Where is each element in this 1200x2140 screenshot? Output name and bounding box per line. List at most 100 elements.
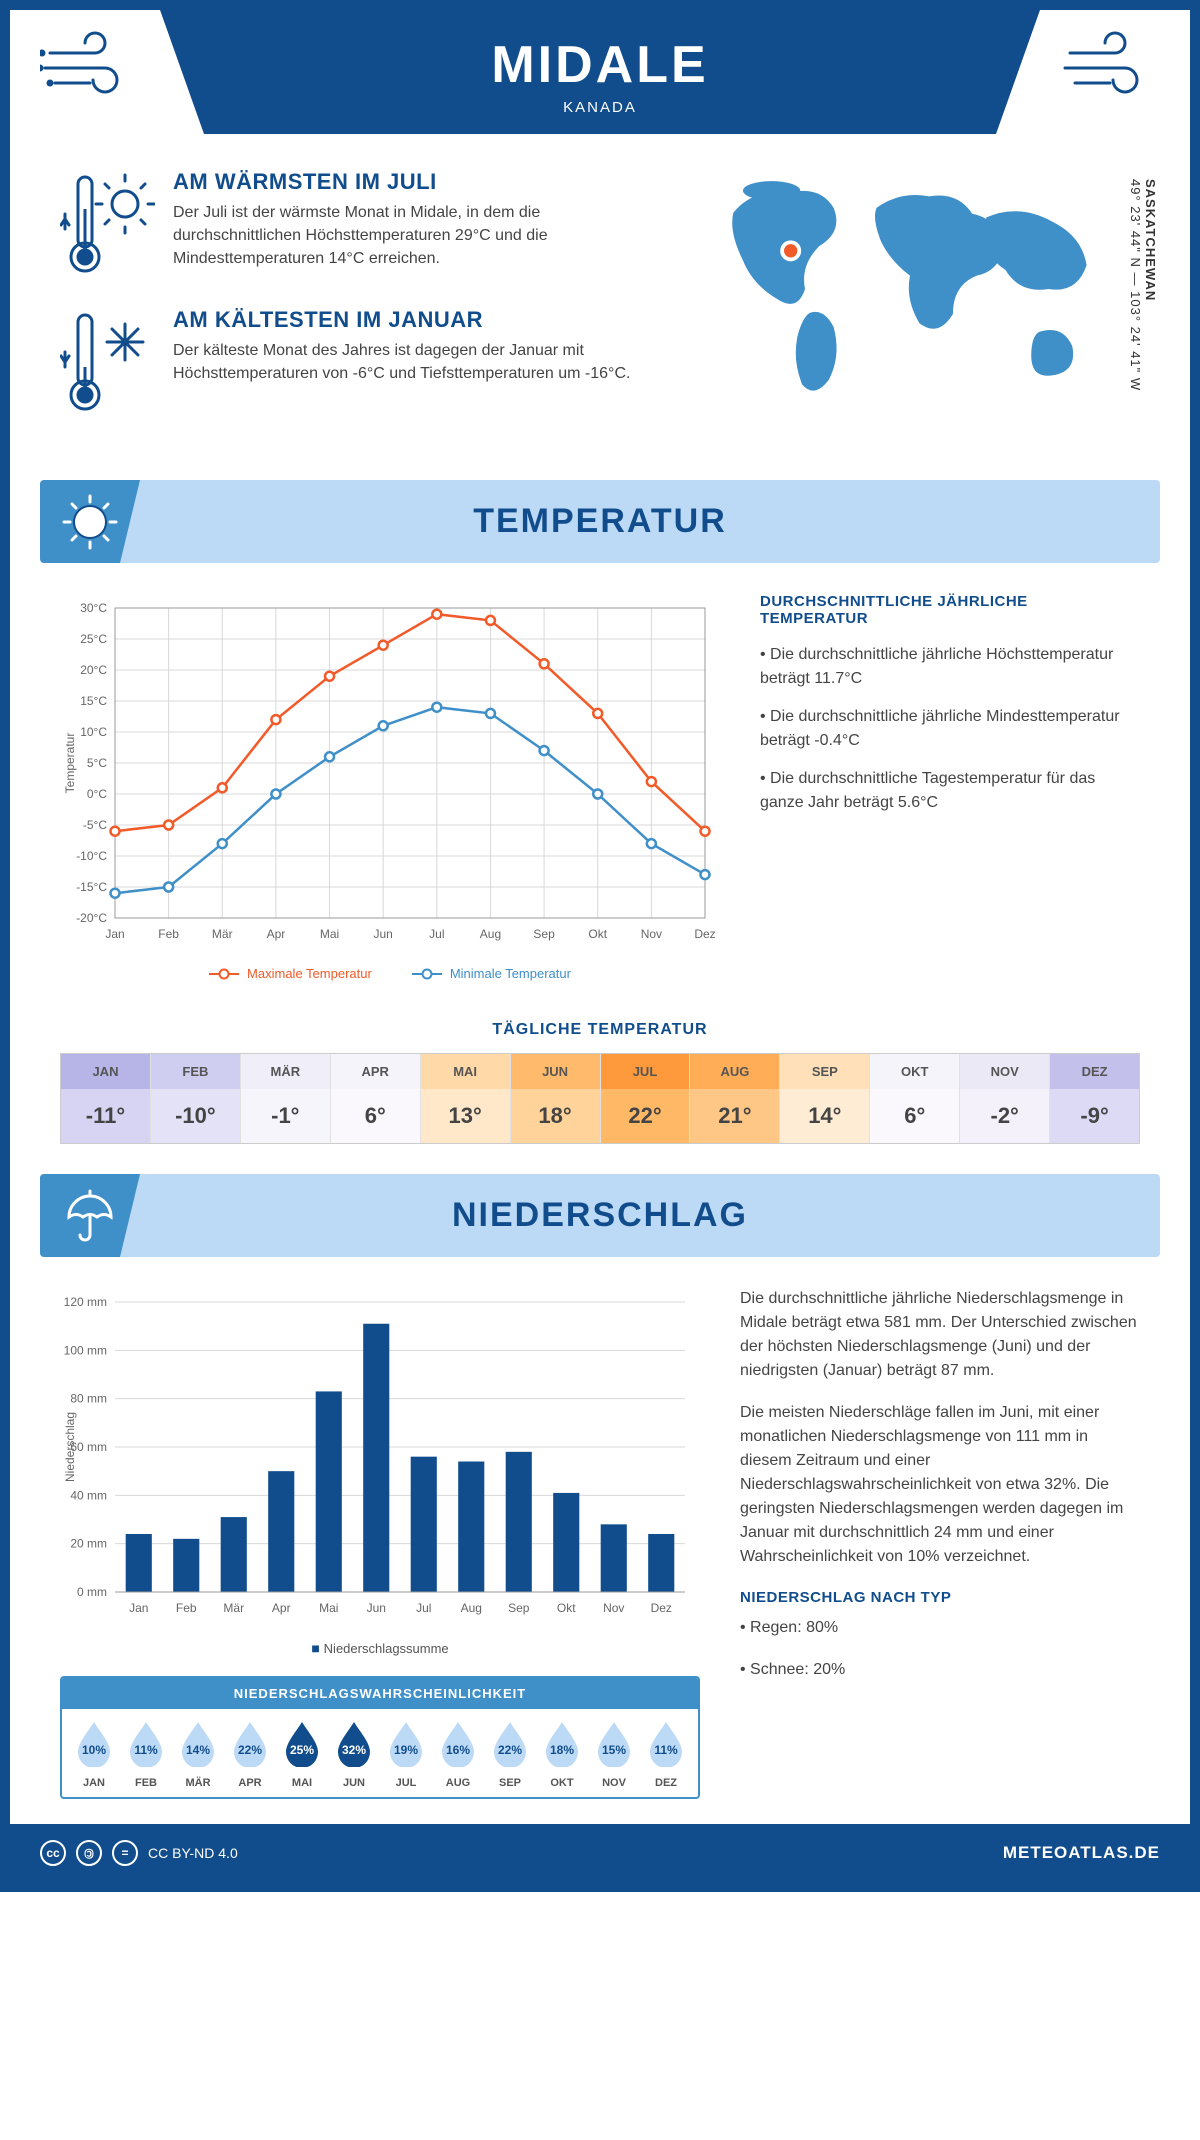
svg-text:11%: 11%	[134, 1743, 158, 1757]
temp-fact-3: • Die durchschnittliche Tagestemperatur …	[760, 767, 1140, 815]
precipitation-title: NIEDERSCHLAG	[60, 1196, 1140, 1235]
precipitation-body: 0 mm20 mm40 mm60 mm80 mm100 mm120 mmJanF…	[10, 1257, 1190, 1824]
daily-cell: JAN-11°	[61, 1054, 151, 1143]
daily-cell: MAI13°	[421, 1054, 511, 1143]
precip-type-title: NIEDERSCHLAG NACH TYP	[740, 1589, 1140, 1606]
footer: cc 🄯 = CC BY-ND 4.0 METEOATLAS.DE	[10, 1824, 1190, 1882]
temperature-line-chart: -20°C-15°C-10°C-5°C0°C5°C10°C15°C20°C25°…	[60, 593, 720, 953]
infographic-page: MIDALE KANADA AM WÄRMSTEN IM JULI Der Ju…	[0, 0, 1200, 1892]
header-wrap: MIDALE KANADA	[10, 10, 1190, 134]
probability-cell: 18%OKT	[536, 1719, 588, 1789]
probability-cell: 22%APR	[224, 1719, 276, 1789]
precip-para-2: Die meisten Niederschläge fallen im Juni…	[740, 1401, 1140, 1569]
precipitation-text: Die durchschnittliche jährliche Niedersc…	[740, 1287, 1140, 1799]
svg-text:18%: 18%	[550, 1743, 574, 1757]
svg-text:0 mm: 0 mm	[77, 1585, 107, 1599]
temp-fact-2: • Die durchschnittliche jährliche Mindes…	[760, 705, 1140, 753]
probability-cell: 25%MAI	[276, 1719, 328, 1789]
wind-icon	[1060, 28, 1160, 108]
daily-cell: OKT6°	[870, 1054, 960, 1143]
daily-cell: JUN18°	[511, 1054, 601, 1143]
svg-text:40 mm: 40 mm	[70, 1488, 107, 1502]
world-map-box: SASKATCHEWAN 49° 23' 44" N — 103° 24' 41…	[700, 169, 1140, 445]
temp-legend: Maximale Temperatur Minimale Temperatur	[60, 966, 720, 981]
svg-text:Sep: Sep	[508, 1601, 530, 1615]
svg-text:30°C: 30°C	[80, 601, 107, 615]
probability-cell: 11%DEZ	[640, 1719, 692, 1789]
footer-license: cc 🄯 = CC BY-ND 4.0	[40, 1840, 238, 1866]
svg-text:25°C: 25°C	[80, 632, 107, 646]
svg-text:Jan: Jan	[129, 1601, 148, 1615]
daily-cell: JUL22°	[601, 1054, 691, 1143]
city-title: MIDALE	[180, 35, 1020, 95]
svg-text:Apr: Apr	[272, 1601, 291, 1615]
coldest-fact: AM KÄLTESTEN IM JANUAR Der kälteste Mona…	[60, 307, 670, 417]
svg-text:15%: 15%	[602, 1743, 626, 1757]
svg-text:32%: 32%	[342, 1743, 366, 1757]
svg-text:Aug: Aug	[480, 927, 501, 941]
precip-para-1: Die durchschnittliche jährliche Niedersc…	[740, 1287, 1140, 1383]
probability-cell: 15%NOV	[588, 1719, 640, 1789]
header: MIDALE KANADA	[160, 10, 1040, 134]
by-icon: 🄯	[76, 1840, 102, 1866]
probability-title: NIEDERSCHLAGSWAHRSCHEINLICHKEIT	[62, 1678, 698, 1709]
svg-text:Feb: Feb	[158, 927, 179, 941]
probability-cell: 14%MÄR	[172, 1719, 224, 1789]
lon-label: 103° 24' 41" W	[1128, 291, 1143, 391]
probability-row: 10%JAN11%FEB14%MÄR22%APR25%MAI32%JUN19%J…	[62, 1709, 698, 1797]
svg-text:Nov: Nov	[641, 927, 662, 941]
temperature-body: -20°C-15°C-10°C-5°C0°C5°C10°C15°C20°C25°…	[10, 563, 1190, 1001]
country-label: KANADA	[180, 99, 1020, 116]
intro-facts: AM WÄRMSTEN IM JULI Der Juli ist der wär…	[60, 169, 670, 445]
svg-text:Mär: Mär	[212, 927, 233, 941]
nd-icon: =	[112, 1840, 138, 1866]
svg-text:19%: 19%	[394, 1743, 418, 1757]
svg-text:Jul: Jul	[429, 927, 444, 941]
sun-icon	[40, 480, 140, 563]
umbrella-icon	[40, 1174, 140, 1257]
precipitation-section-head: NIEDERSCHLAG	[40, 1174, 1160, 1257]
daily-cell: AUG21°	[690, 1054, 780, 1143]
precip-legend: Niederschlagssumme	[60, 1640, 700, 1656]
svg-text:14%: 14%	[186, 1743, 210, 1757]
svg-text:22%: 22%	[498, 1743, 522, 1757]
temperature-facts: DURCHSCHNITTLICHE JÄHRLICHE TEMPERATUR •…	[760, 593, 1140, 981]
svg-text:Nov: Nov	[603, 1601, 624, 1615]
precipitation-bar-chart: 0 mm20 mm40 mm60 mm80 mm100 mm120 mmJanF…	[60, 1287, 700, 1627]
svg-text:Jun: Jun	[367, 1601, 386, 1615]
temp-facts-title: DURCHSCHNITTLICHE JÄHRLICHE TEMPERATUR	[760, 593, 1140, 627]
svg-text:Aug: Aug	[461, 1601, 482, 1615]
svg-text:Dez: Dez	[694, 927, 715, 941]
coordinates: SASKATCHEWAN 49° 23' 44" N — 103° 24' 41…	[1128, 179, 1158, 391]
probability-cell: 10%JAN	[68, 1719, 120, 1789]
svg-text:0°C: 0°C	[87, 787, 107, 801]
legend-min: Minimale Temperatur	[412, 966, 571, 981]
svg-text:Jun: Jun	[374, 927, 393, 941]
cc-icon: cc	[40, 1840, 66, 1866]
daily-cell: FEB-10°	[151, 1054, 241, 1143]
probability-cell: 11%FEB	[120, 1719, 172, 1789]
svg-text:25%: 25%	[290, 1743, 314, 1757]
probability-cell: 19%JUL	[380, 1719, 432, 1789]
svg-text:20 mm: 20 mm	[70, 1537, 107, 1551]
temperature-chart: -20°C-15°C-10°C-5°C0°C5°C10°C15°C20°C25°…	[60, 593, 720, 981]
svg-text:-15°C: -15°C	[76, 880, 107, 894]
daily-cell: APR6°	[331, 1054, 421, 1143]
svg-text:5°C: 5°C	[87, 756, 107, 770]
warmest-fact: AM WÄRMSTEN IM JULI Der Juli ist der wär…	[60, 169, 670, 279]
svg-text:22%: 22%	[238, 1743, 262, 1757]
world-map-icon	[700, 169, 1120, 409]
svg-text:-20°C: -20°C	[76, 911, 107, 925]
daily-cell: NOV-2°	[960, 1054, 1050, 1143]
probability-cell: 32%JUN	[328, 1719, 380, 1789]
svg-text:Okt: Okt	[557, 1601, 576, 1615]
thermometer-sun-icon	[60, 169, 155, 279]
svg-text:Temperatur: Temperatur	[63, 733, 77, 794]
temperature-section-head: TEMPERATUR	[40, 480, 1160, 563]
svg-text:10°C: 10°C	[80, 725, 107, 739]
thermometer-snow-icon	[60, 307, 155, 417]
svg-text:-10°C: -10°C	[76, 849, 107, 863]
svg-text:80 mm: 80 mm	[70, 1392, 107, 1406]
svg-text:Dez: Dez	[651, 1601, 672, 1615]
svg-text:Niederschlag: Niederschlag	[63, 1412, 77, 1482]
